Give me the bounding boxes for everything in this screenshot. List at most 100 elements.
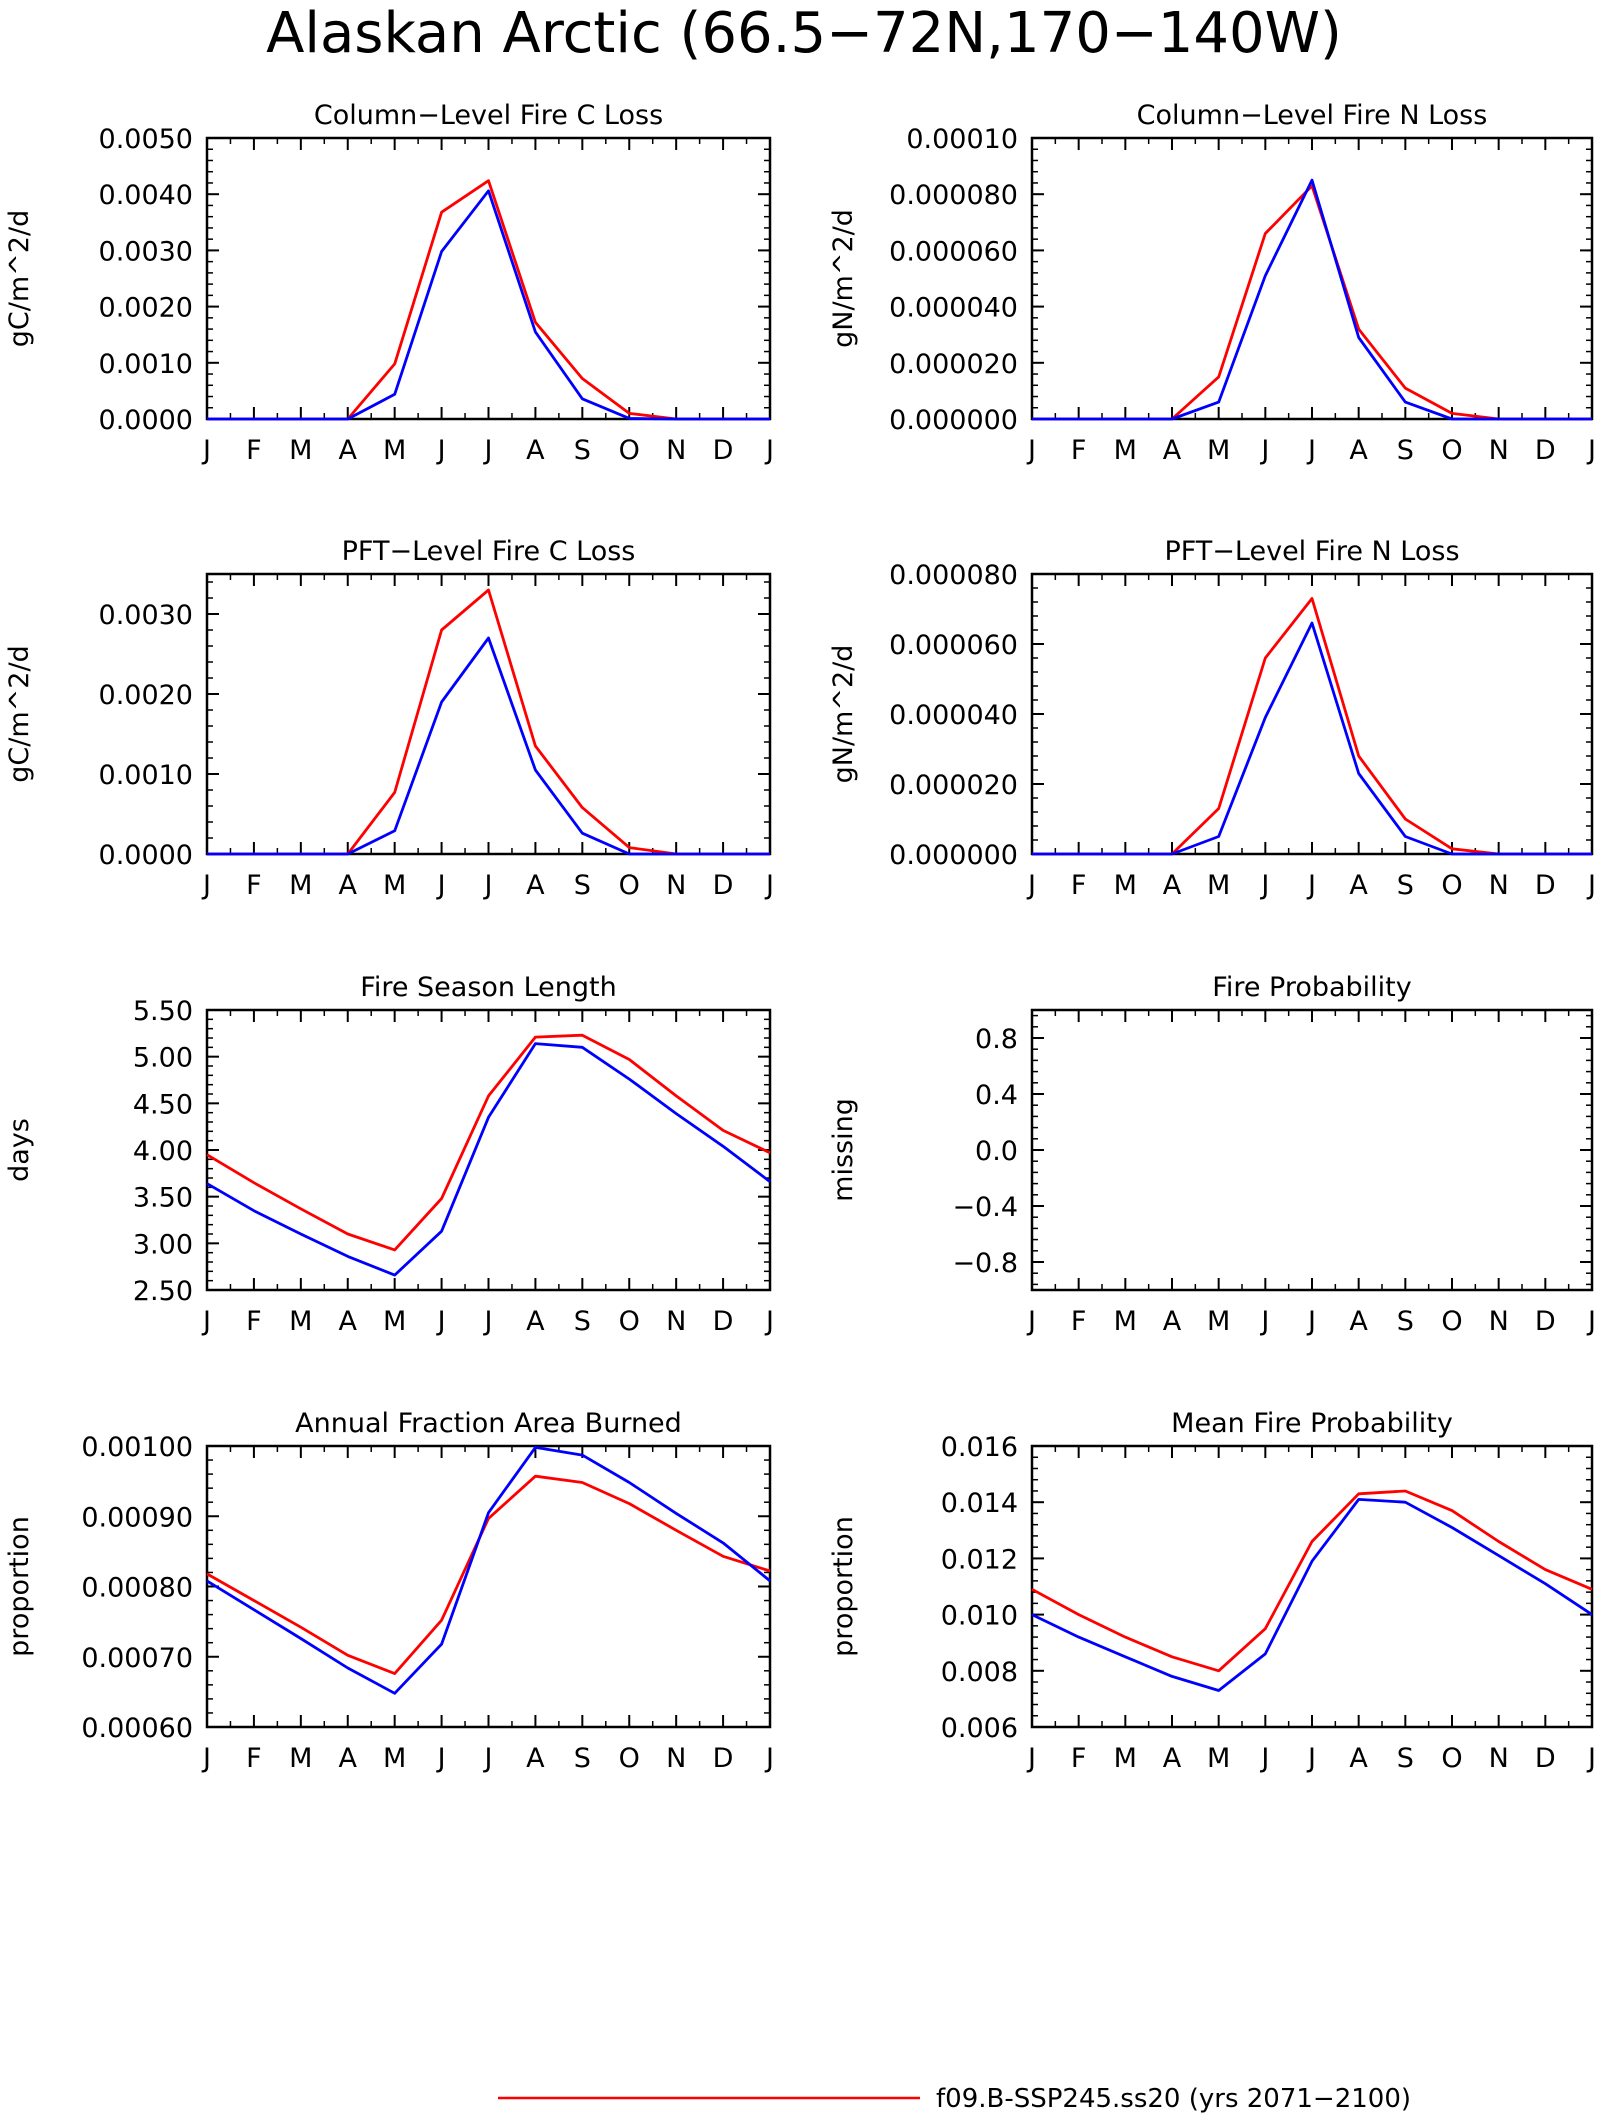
- x-tick-label: F: [246, 1743, 262, 1774]
- series-line-1: [207, 179, 770, 421]
- legend: f09.B-SSP245.ss20 (yrs 2071−2100): [498, 2084, 1411, 2114]
- y-tick-label: 0.0040: [99, 180, 193, 211]
- x-tick-label: N: [1489, 870, 1509, 901]
- y-axis-label: gN/m^2/d: [828, 209, 859, 348]
- x-tick-label: M: [383, 1743, 406, 1774]
- x-tick-label: F: [1071, 1306, 1087, 1337]
- x-tick-label: A: [1349, 1743, 1368, 1774]
- x-tick-label: J: [1259, 1743, 1269, 1774]
- x-tick-label: A: [1349, 435, 1368, 466]
- x-tick-label: M: [383, 1306, 406, 1337]
- x-tick-label: J: [1026, 435, 1036, 466]
- x-tick-label: N: [666, 1743, 686, 1774]
- x-tick-label: J: [1306, 1306, 1316, 1337]
- x-tick-label: J: [1306, 1743, 1316, 1774]
- y-tick-label: 3.50: [133, 1183, 193, 1214]
- series-line-2: [207, 636, 770, 856]
- y-tick-label: 0.00100: [81, 1432, 193, 1463]
- y-tick-label: −0.8: [952, 1248, 1018, 1279]
- x-tick-label: J: [201, 1306, 211, 1337]
- chart-panel-1: J F M A M J J A S O N D J0.00000.00100.00200.00300.0…: [4, 100, 774, 466]
- x-tick-label: J: [1586, 870, 1596, 901]
- y-tick-label: 0.012: [941, 1544, 1018, 1575]
- y-tick-label: 0.0030: [99, 600, 193, 631]
- x-tick-label: F: [1071, 435, 1087, 466]
- chart-panel-2: J F M A M J J A S O N D J0.0000000.0000200.0000400.0…: [828, 100, 1596, 466]
- x-tick-label: M: [289, 1743, 312, 1774]
- y-tick-label: 0.00080: [81, 1573, 193, 1604]
- x-tick-label: D: [1535, 1306, 1556, 1337]
- x-tick-label: A: [339, 435, 358, 466]
- y-tick-label: 0.00010: [906, 124, 1018, 155]
- x-tick-label: F: [1071, 870, 1087, 901]
- y-tick-label: 5.00: [133, 1043, 193, 1074]
- plot-frame: [205, 572, 772, 856]
- x-tick-label: S: [574, 1743, 591, 1774]
- y-tick-label: 0.8: [975, 1024, 1018, 1055]
- x-tick-label: D: [1535, 435, 1556, 466]
- y-tick-label: 0.00090: [81, 1502, 193, 1533]
- chart-title: Fire Season Length: [360, 972, 616, 1003]
- series-line-2: [1032, 178, 1592, 421]
- x-tick-label: D: [713, 1743, 734, 1774]
- y-tick-label: 0.000080: [889, 180, 1018, 211]
- x-tick-label: M: [1114, 435, 1137, 466]
- plot-frame: [1030, 1444, 1594, 1729]
- x-tick-label: J: [201, 1743, 211, 1774]
- y-tick-label: 0.0030: [99, 236, 193, 267]
- y-axis-label: proportion: [4, 1516, 35, 1657]
- series-line-1: [1032, 597, 1592, 856]
- y-tick-label: 0.0000: [99, 840, 193, 871]
- y-tick-label: 0.000020: [889, 770, 1018, 801]
- chart-panel-7: J F M A M J J A S O N D J0.000600.000700.000800.0009…: [4, 1408, 774, 1774]
- y-axis-label: gC/m^2/d: [4, 210, 35, 347]
- y-tick-label: 0.0010: [99, 349, 193, 380]
- x-tick-label: D: [713, 870, 734, 901]
- series-line-2: [1031, 1498, 1593, 1692]
- x-tick-label: J: [1026, 1743, 1036, 1774]
- x-tick-label: F: [246, 1306, 262, 1337]
- x-tick-label: M: [1207, 870, 1230, 901]
- y-tick-label: 4.50: [133, 1089, 193, 1120]
- series-line-2: [1032, 621, 1592, 856]
- series-line-2: [206, 1446, 771, 1695]
- chart-title: Column−Level Fire N Loss: [1137, 100, 1488, 131]
- x-tick-label: N: [666, 435, 686, 466]
- x-tick-label: M: [383, 870, 406, 901]
- panels: J F M A M J J A S O N D J0.00000.00100.00200.00300.0…: [4, 100, 1596, 1774]
- x-tick-label: J: [483, 870, 493, 901]
- y-tick-label: 0.00060: [81, 1713, 193, 1744]
- x-tick-label: M: [289, 870, 312, 901]
- x-tick-label: J: [436, 1743, 446, 1774]
- x-tick-label: F: [246, 435, 262, 466]
- y-tick-label: 0.010: [941, 1601, 1018, 1632]
- x-tick-label: J: [1259, 435, 1269, 466]
- y-tick-label: 3.00: [133, 1229, 193, 1260]
- x-tick-label: D: [713, 1306, 734, 1337]
- y-tick-label: 0.0050: [99, 124, 193, 155]
- x-tick-label: O: [619, 870, 640, 901]
- x-tick-label: O: [1441, 1306, 1462, 1337]
- x-tick-label: S: [1397, 1306, 1414, 1337]
- plot-frame: [1030, 572, 1594, 856]
- x-tick-label: J: [483, 1743, 493, 1774]
- x-tick-label: O: [619, 1743, 640, 1774]
- series-line-1: [206, 1474, 771, 1675]
- x-tick-label: O: [1441, 1743, 1462, 1774]
- x-tick-label: S: [574, 870, 591, 901]
- x-tick-label: A: [1349, 870, 1368, 901]
- y-tick-label: 0.00070: [81, 1643, 193, 1674]
- series-line-2: [206, 1042, 771, 1277]
- series-line-1: [206, 1033, 771, 1252]
- x-tick-label: J: [764, 870, 774, 901]
- x-tick-label: S: [1397, 870, 1414, 901]
- x-tick-label: A: [526, 435, 545, 466]
- plot-frame: [205, 1008, 772, 1292]
- plot-frame: [1030, 1008, 1594, 1292]
- chart-panel-8: J F M A M J J A S O N D J0.0060.0080.0100.0120.0140.…: [828, 1408, 1596, 1774]
- x-tick-label: J: [1586, 1306, 1596, 1337]
- y-tick-label: 0.000000: [889, 840, 1018, 871]
- y-axis-label: gN/m^2/d: [828, 645, 859, 784]
- x-tick-label: S: [1397, 435, 1414, 466]
